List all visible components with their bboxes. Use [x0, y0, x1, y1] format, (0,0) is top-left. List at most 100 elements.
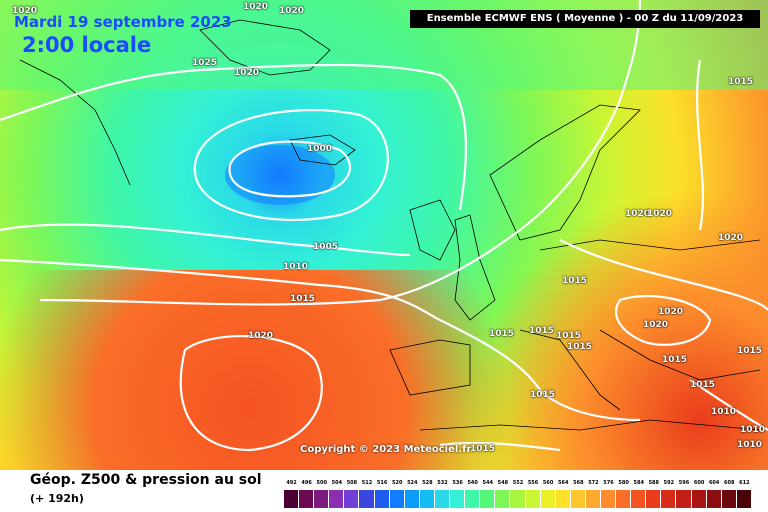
legend-value: 528	[422, 480, 433, 486]
legend-swatch	[495, 490, 511, 508]
legend-tick-labels: 492 496 500 504 508 512 516 520 524 528 532 536 540 5…	[284, 480, 752, 488]
isobar-label: 1020	[12, 6, 38, 16]
isobar-label: 1015	[489, 329, 515, 339]
isobar-label: 1000	[307, 144, 333, 154]
legend-value: 520	[391, 480, 403, 486]
isobar-label: 1020	[243, 2, 269, 12]
legend-swatch	[344, 490, 360, 508]
isobar-label: 1010	[740, 425, 766, 435]
legend-value: 604	[708, 480, 720, 486]
legend-value: 600	[693, 480, 705, 486]
color-legend: 492 496 500 504 508 512 516 520 524 528 532 536 540 5…	[284, 480, 752, 508]
legend-value: 500	[316, 480, 327, 486]
legend-swatch	[691, 490, 707, 508]
isobar-label: 1015	[662, 355, 688, 365]
forecast-step: (+ 192h)	[30, 492, 84, 505]
legend-swatch	[419, 490, 435, 508]
legend-value: 584	[633, 480, 644, 486]
legend-swatch	[706, 490, 722, 508]
isobar-label: 1020	[248, 331, 274, 341]
legend-value: 524	[407, 480, 418, 486]
isobar-label: 1015	[690, 380, 716, 390]
isobar-label: 1015	[529, 326, 555, 336]
legend-swatch	[676, 490, 692, 508]
low-core	[225, 145, 335, 205]
legend-swatch	[631, 490, 647, 508]
legend-value: 552	[512, 480, 524, 486]
local-time: 2:00 locale	[22, 33, 152, 57]
legend-value: 580	[618, 480, 629, 486]
isobar-label: 1020	[643, 320, 669, 330]
isobar-label: 1020	[625, 209, 651, 219]
legend-value: 544	[482, 480, 493, 486]
legend-swatch	[314, 490, 330, 508]
legend-value: 608	[724, 480, 735, 486]
isobar-label: 1020	[658, 307, 684, 317]
isobars	[0, 0, 768, 450]
legend-swatch	[555, 490, 571, 508]
legend-swatch	[510, 490, 526, 508]
legend-swatch	[646, 490, 662, 508]
legend-value: 568	[573, 480, 584, 486]
isobar-label: 1010	[711, 407, 737, 417]
isobar-label: 1015	[556, 331, 582, 341]
isobar-label: 1005	[313, 242, 339, 252]
coastlines	[19, 19, 761, 431]
copyright-notice: Copyright © 2023 Meteociel.fr	[300, 444, 472, 455]
isobar-label: 1015	[562, 276, 588, 286]
legend-swatches	[284, 490, 752, 508]
isobar-label: 1015	[728, 77, 754, 87]
legend-swatch	[389, 490, 405, 508]
legend-value: 540	[467, 480, 478, 486]
legend-swatch	[600, 490, 617, 508]
legend-value: 512	[361, 480, 373, 486]
map-canvas	[0, 0, 768, 470]
legend-value: 572	[588, 480, 599, 486]
legend-value: 596	[678, 480, 690, 486]
legend-swatch	[570, 490, 586, 508]
legend-swatch	[404, 490, 420, 508]
legend-value: 492	[286, 480, 297, 486]
isobar-label: 1010	[737, 440, 763, 450]
legend-swatch	[329, 490, 345, 508]
product-title: Géop. Z500 & pression au sol	[30, 472, 262, 488]
legend-value: 576	[603, 480, 614, 486]
forecast-date: Mardi 19 septembre 2023	[14, 13, 232, 31]
isobar-label: 1020	[718, 233, 744, 243]
model-run-info: Ensemble ECMWF ENS ( Moyenne ) - 00 Z du…	[410, 10, 760, 28]
isobar-label: 1015	[567, 342, 593, 352]
legend-value: 504	[331, 480, 343, 486]
legend-value: 548	[497, 480, 509, 486]
isobar-label: 1015	[530, 390, 556, 400]
legend-value: 508	[346, 480, 358, 486]
legend-swatch	[661, 490, 677, 508]
legend-value: 588	[648, 480, 660, 486]
isobar-label: 1020	[279, 6, 305, 16]
legend-swatch	[616, 490, 632, 508]
legend-swatch	[450, 490, 466, 508]
legend-swatch	[540, 490, 556, 508]
legend-swatch	[299, 490, 315, 508]
legend-value: 612	[739, 480, 750, 486]
isobar-label: 1015	[290, 294, 316, 304]
weather-map: 1020 1020 1020 1025 1020 1015 1000 1005 …	[0, 0, 768, 470]
isobar-label: 1010	[283, 262, 309, 272]
legend-swatch	[525, 490, 541, 508]
legend-value: 536	[452, 480, 463, 486]
legend-value: 592	[663, 480, 675, 486]
legend-swatch	[721, 490, 737, 508]
legend-value: 564	[558, 480, 569, 486]
legend-swatch	[284, 490, 300, 508]
legend-swatch	[736, 490, 752, 508]
legend-swatch	[465, 490, 481, 508]
legend-swatch	[359, 490, 375, 508]
legend-value: 532	[437, 480, 448, 486]
isobar-label: 1020	[234, 68, 260, 78]
legend-swatch	[585, 490, 601, 508]
isobar-label: 1020	[647, 209, 673, 219]
legend-value: 516	[376, 480, 388, 486]
legend-value: 560	[542, 480, 554, 486]
legend-swatch	[480, 490, 496, 508]
legend-value: 556	[527, 480, 539, 486]
isobar-label: 1015	[737, 346, 763, 356]
